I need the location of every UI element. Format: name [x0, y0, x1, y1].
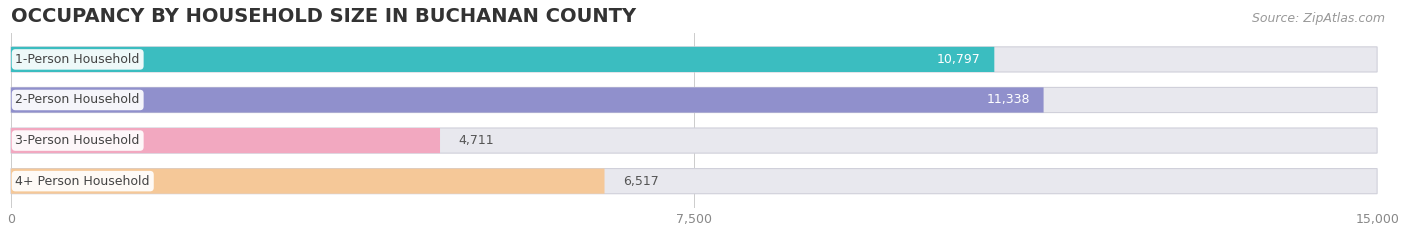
Text: 4+ Person Household: 4+ Person Household — [15, 175, 150, 188]
FancyBboxPatch shape — [11, 87, 1043, 113]
Text: 1-Person Household: 1-Person Household — [15, 53, 139, 66]
Text: 4,711: 4,711 — [458, 134, 494, 147]
FancyBboxPatch shape — [11, 168, 1376, 194]
Text: 10,797: 10,797 — [936, 53, 980, 66]
FancyBboxPatch shape — [11, 47, 994, 72]
Text: 2-Person Household: 2-Person Household — [15, 93, 139, 106]
FancyBboxPatch shape — [11, 168, 605, 194]
Text: OCCUPANCY BY HOUSEHOLD SIZE IN BUCHANAN COUNTY: OCCUPANCY BY HOUSEHOLD SIZE IN BUCHANAN … — [11, 7, 636, 26]
FancyBboxPatch shape — [11, 128, 440, 153]
Text: 6,517: 6,517 — [623, 175, 658, 188]
Text: 11,338: 11,338 — [987, 93, 1031, 106]
FancyBboxPatch shape — [11, 87, 1376, 113]
Text: 3-Person Household: 3-Person Household — [15, 134, 139, 147]
FancyBboxPatch shape — [11, 47, 1376, 72]
FancyBboxPatch shape — [11, 128, 1376, 153]
Text: Source: ZipAtlas.com: Source: ZipAtlas.com — [1251, 12, 1385, 25]
